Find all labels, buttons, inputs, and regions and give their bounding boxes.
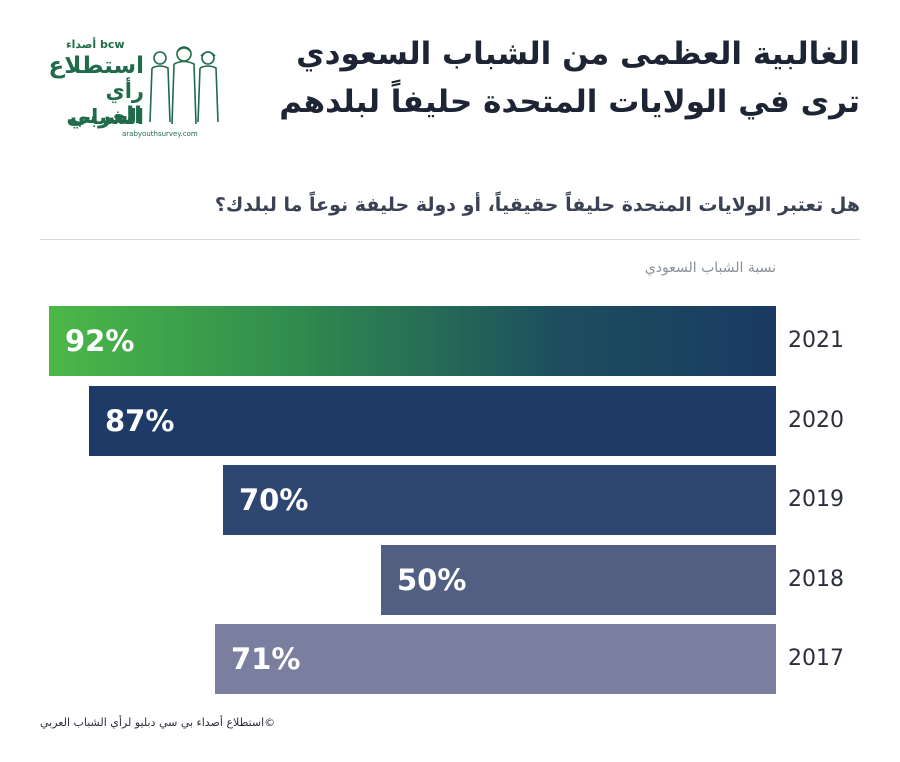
- logo-line3: العربي: [66, 103, 142, 129]
- year-label: 2019: [788, 487, 844, 512]
- bar-2019: 70%: [223, 465, 776, 535]
- bar-2018: 50%: [381, 545, 776, 615]
- bar-value-label: 92%: [65, 324, 135, 358]
- bar-value-label: 87%: [105, 404, 175, 438]
- logo: bcw أصداء استطلاع رأي الشباب العربي arab…: [40, 38, 230, 148]
- year-label: 2018: [788, 567, 844, 592]
- bar-value-label: 50%: [397, 563, 467, 597]
- logo-url: arabyouthsurvey.com: [122, 130, 198, 138]
- bar-value-label: 70%: [239, 483, 309, 517]
- series-label: نسبة الشباب السعودي: [644, 260, 776, 276]
- bar-2021: 92%: [49, 306, 776, 376]
- logo-line2: رأي الشباب: [69, 79, 144, 129]
- year-label: 2017: [788, 646, 844, 671]
- copyright-footer: ©استطلاع أصداء بي سي دبليو لرأي الشباب ا…: [40, 716, 276, 729]
- year-label: 2020: [788, 408, 844, 433]
- bar-value-label: 71%: [231, 642, 301, 676]
- title-line-2: ترى في الولايات المتحدة حليفاً لبلدهم: [279, 84, 860, 120]
- logo-brand: bcw أصداء: [66, 38, 125, 51]
- bar-2017: 71%: [215, 624, 776, 694]
- year-label: 2021: [788, 328, 844, 353]
- page-title: الغالبية العظمى من الشباب السعودي ترى في…: [279, 30, 860, 126]
- people-illustration-icon: [149, 46, 219, 125]
- logo-line1: استطلاع: [48, 53, 144, 79]
- divider: [40, 239, 860, 240]
- bar-2020: 87%: [89, 386, 776, 456]
- title-line-1: الغالبية العظمى من الشباب السعودي: [296, 36, 860, 72]
- survey-question: هل تعتبر الولايات المتحدة حليفاً حقيقياً…: [214, 194, 860, 216]
